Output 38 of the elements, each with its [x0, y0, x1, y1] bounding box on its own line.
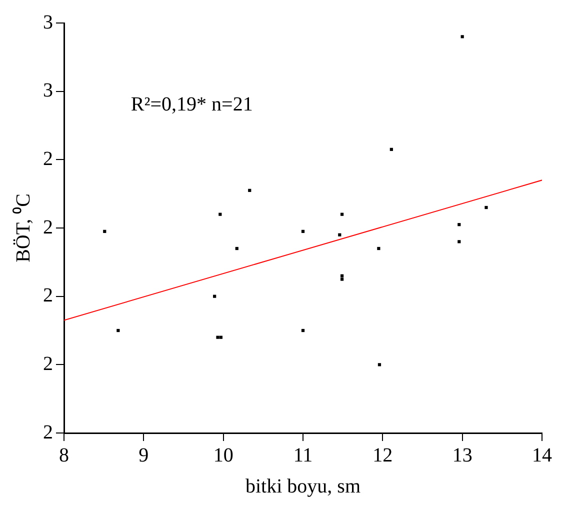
point [484, 206, 488, 210]
point [460, 35, 464, 38]
point [301, 230, 305, 233]
x-tick-label: 11 [293, 444, 313, 466]
y-axis-title: BÖT, ⁰C [11, 194, 34, 262]
x-tick-label: 9 [138, 444, 149, 466]
point [103, 230, 106, 233]
point [218, 212, 222, 216]
point [116, 328, 120, 332]
point [377, 246, 380, 250]
x-axis-title: bitki boyu, sm [245, 475, 361, 498]
point [340, 274, 344, 278]
x-tick-label: 13 [452, 444, 472, 466]
y-tick-label: 3 [43, 80, 53, 102]
y-tick-label: 3 [43, 11, 53, 34]
point [458, 240, 461, 244]
y-tick-label: 2 [43, 421, 53, 444]
x-tick-label: 14 [532, 444, 552, 466]
y-tick-label: 2 [43, 284, 53, 307]
x-tick-label: 8 [59, 444, 69, 466]
x-tick-label: 10 [213, 444, 234, 466]
point [248, 188, 252, 192]
point [338, 233, 342, 236]
x-tick-label: 12 [372, 444, 393, 466]
point [458, 223, 461, 226]
y-tick-label: 2 [43, 352, 53, 375]
point [235, 246, 238, 250]
point [378, 363, 382, 366]
point [219, 336, 222, 339]
annotation: R²=0,19* n=21 [130, 93, 253, 116]
y-tick-label: 2 [43, 148, 53, 170]
point [340, 278, 344, 281]
y-tick-label: 2 [43, 216, 53, 238]
point [301, 328, 305, 332]
point [213, 294, 216, 298]
point [390, 148, 393, 151]
point [340, 212, 344, 216]
point [216, 336, 220, 339]
